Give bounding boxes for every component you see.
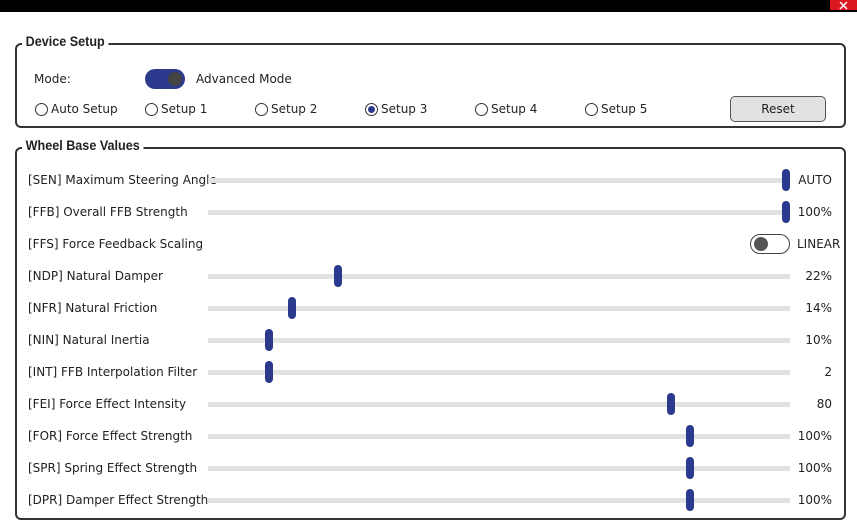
slider-thumb[interactable] bbox=[288, 297, 296, 319]
setting-label: [SPR] Spring Effect Strength bbox=[28, 461, 198, 475]
wheel-base-group bbox=[15, 147, 846, 520]
radio-button[interactable] bbox=[585, 103, 598, 116]
group-title: Wheel Base Values bbox=[22, 137, 144, 153]
slider-thumb[interactable] bbox=[686, 457, 694, 479]
slider-thumb[interactable] bbox=[782, 169, 790, 191]
mode-value: Advanced Mode bbox=[196, 72, 292, 86]
setting-value: 100% bbox=[797, 461, 832, 475]
slider-track[interactable] bbox=[208, 178, 790, 183]
radio-button[interactable] bbox=[145, 103, 158, 116]
setting-value: 100% bbox=[797, 205, 832, 219]
slider-track[interactable] bbox=[208, 338, 790, 343]
device-setup-group bbox=[15, 43, 846, 128]
setting-value: AUTO bbox=[798, 173, 832, 187]
slider-track[interactable] bbox=[208, 466, 790, 471]
setting-label: [FEI] Force Effect Intensity bbox=[28, 397, 187, 411]
setting-label: [NDP] Natural Damper bbox=[28, 269, 163, 283]
radio-label: Setup 3 bbox=[381, 102, 428, 116]
setting-value: 100% bbox=[797, 493, 832, 507]
setting-label: [NFR] Natural Friction bbox=[28, 301, 158, 315]
radio-label: Setup 4 bbox=[491, 102, 538, 116]
radio-label: Auto Setup bbox=[51, 102, 118, 116]
setting-label: [FFS] Force Feedback Scaling bbox=[28, 237, 204, 251]
setting-label: [FOR] Force Effect Strength bbox=[28, 429, 193, 443]
setting-label: [FFB] Overall FFB Strength bbox=[28, 205, 188, 219]
slider-track[interactable] bbox=[208, 434, 790, 439]
mode-toggle[interactable] bbox=[145, 69, 185, 89]
slider-track[interactable] bbox=[208, 274, 790, 279]
setting-label: [DPR] Damper Effect Strength bbox=[28, 493, 209, 507]
close-button[interactable] bbox=[830, 0, 857, 10]
toggle-knob bbox=[754, 237, 768, 251]
slider-thumb[interactable] bbox=[265, 329, 273, 351]
slider-thumb[interactable] bbox=[686, 425, 694, 447]
radio-button[interactable] bbox=[365, 103, 378, 116]
radio-label: Setup 5 bbox=[601, 102, 648, 116]
slider-track[interactable] bbox=[208, 402, 790, 407]
setting-value: LINEAR bbox=[797, 237, 841, 251]
radio-button[interactable] bbox=[35, 103, 48, 116]
mode-label: Mode: bbox=[34, 72, 71, 86]
close-icon bbox=[839, 1, 848, 10]
radio-button[interactable] bbox=[255, 103, 268, 116]
radio-button[interactable] bbox=[475, 103, 488, 116]
setting-value: 100% bbox=[797, 429, 832, 443]
setting-label: [NIN] Natural Inertia bbox=[28, 333, 150, 347]
setting-value: 2 bbox=[824, 365, 832, 379]
setting-value: 10% bbox=[805, 333, 832, 347]
reset-button[interactable]: Reset bbox=[730, 96, 826, 122]
slider-track[interactable] bbox=[208, 306, 790, 311]
setting-value: 22% bbox=[805, 269, 832, 283]
setting-value: 14% bbox=[805, 301, 832, 315]
setting-label: [INT] FFB Interpolation Filter bbox=[28, 365, 198, 379]
slider-track[interactable] bbox=[208, 370, 790, 375]
title-bar bbox=[0, 0, 857, 12]
slider-thumb[interactable] bbox=[782, 201, 790, 223]
radio-label: Setup 1 bbox=[161, 102, 208, 116]
slider-thumb[interactable] bbox=[667, 393, 675, 415]
slider-track[interactable] bbox=[208, 498, 790, 503]
setting-label: [SEN] Maximum Steering Angle bbox=[28, 173, 217, 187]
toggle-switch[interactable] bbox=[750, 234, 790, 254]
radio-label: Setup 2 bbox=[271, 102, 318, 116]
slider-thumb[interactable] bbox=[686, 489, 694, 511]
slider-thumb[interactable] bbox=[334, 265, 342, 287]
slider-track[interactable] bbox=[208, 210, 790, 215]
slider-thumb[interactable] bbox=[265, 361, 273, 383]
setting-value: 80 bbox=[816, 397, 832, 411]
group-title: Device Setup bbox=[22, 33, 109, 49]
